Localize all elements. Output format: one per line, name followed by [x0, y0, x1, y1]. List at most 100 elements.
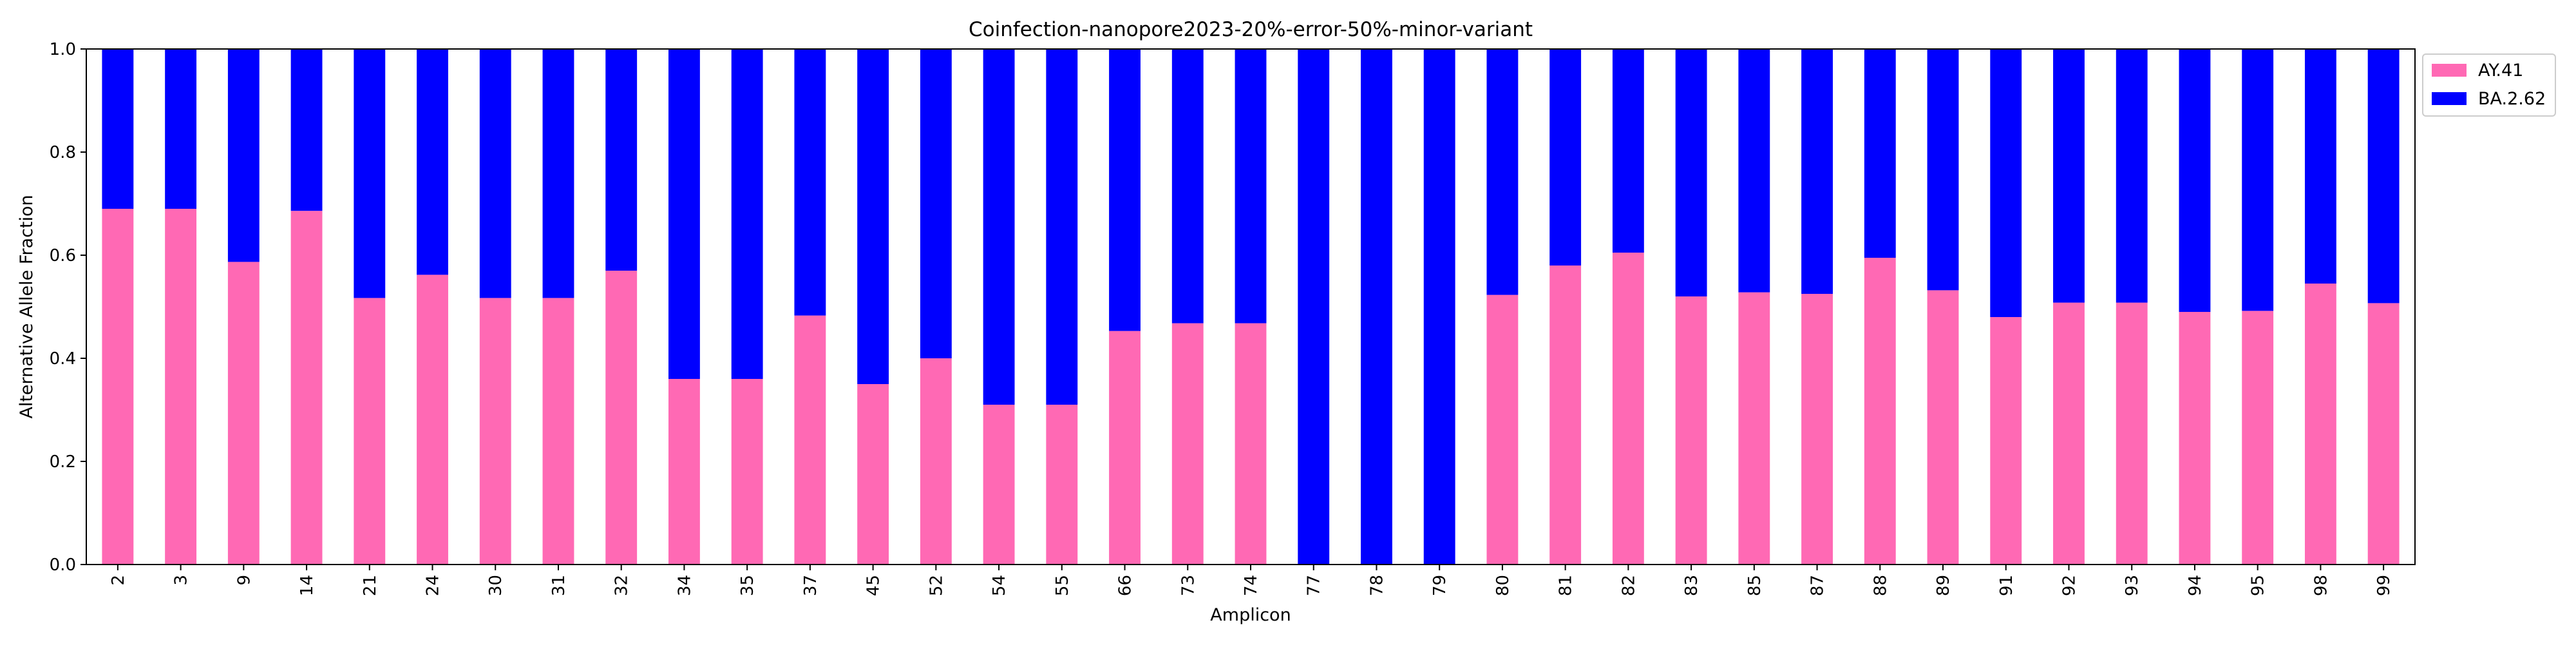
bar-ay41-83	[1675, 296, 1707, 565]
legend-swatch-ba262	[2432, 92, 2467, 105]
x-tick-label: 52	[927, 575, 946, 596]
legend-label-ba262: BA.2.62	[2478, 89, 2546, 109]
bar-ay41-85	[1738, 292, 1770, 565]
bar-ay41-21	[354, 298, 386, 565]
chart-title: Coinfection-nanopore2023-20%-error-50%-m…	[969, 18, 1533, 41]
bar-ba262-92	[2053, 49, 2085, 303]
bar-ay41-2	[102, 209, 134, 565]
bar-ba262-85	[1738, 49, 1770, 293]
y-axis: 0.0 0.2 0.4 0.6 0.8 1.0	[50, 40, 86, 575]
bar-ba262-73	[1171, 49, 1204, 324]
x-tick-label: 78	[1367, 575, 1387, 596]
bar-ay41-94	[2179, 312, 2211, 565]
x-tick-label: 54	[990, 575, 1009, 596]
bars-group	[102, 49, 2400, 565]
bar-ay41-80	[1486, 295, 1519, 565]
bar-ay41-95	[2242, 311, 2274, 565]
x-axis: 2 3 9 14 21 24 30 31 32 34 35 37 45 52 54 55 66 73 74 77 78 7…	[109, 565, 2394, 596]
bar-ba262-80	[1486, 49, 1519, 295]
bar-ay41-52	[920, 358, 952, 565]
bar-ay41-99	[2367, 303, 2400, 565]
x-tick-label: 73	[1179, 575, 1198, 596]
bar-ay41-93	[2116, 302, 2148, 565]
bar-ba262-77	[1298, 49, 1330, 565]
bar-ba262-9	[227, 49, 260, 262]
x-tick-label: 31	[549, 575, 569, 596]
bar-ba262-98	[2304, 49, 2336, 284]
bar-ba262-45	[857, 49, 889, 384]
bar-ay41-24	[417, 275, 448, 565]
x-tick-label: 24	[424, 575, 443, 596]
x-tick-label: 92	[2060, 575, 2079, 596]
y-tick-label: 0.4	[50, 349, 76, 369]
y-tick-label: 0.0	[50, 555, 76, 575]
x-tick-label: 95	[2249, 575, 2268, 596]
bar-ay41-81	[1549, 266, 1582, 565]
bar-ay41-66	[1109, 331, 1141, 565]
bar-ay41-35	[731, 379, 763, 565]
bar-ay41-55	[1046, 405, 1078, 565]
x-tick-label: 80	[1493, 575, 1513, 596]
bar-ay41-31	[542, 298, 574, 565]
y-tick-label: 1.0	[50, 40, 76, 59]
x-tick-label: 94	[2186, 575, 2205, 596]
x-tick-label: 87	[1808, 575, 1828, 596]
bar-ay41-92	[2053, 302, 2085, 565]
legend-swatch-ay41	[2432, 64, 2467, 77]
bar-ba262-52	[920, 49, 952, 358]
x-tick-label: 66	[1116, 575, 1135, 596]
bar-ba262-24	[417, 49, 448, 275]
x-tick-label: 9	[234, 575, 254, 586]
bar-ba262-66	[1109, 49, 1141, 331]
bar-ay41-3	[165, 209, 197, 565]
bar-ba262-99	[2367, 49, 2400, 304]
y-tick-label: 0.8	[50, 143, 76, 162]
bar-ay41-88	[1864, 258, 1896, 565]
x-tick-label: 35	[738, 575, 757, 596]
bar-ay41-37	[794, 315, 826, 565]
bar-ay41-45	[857, 384, 889, 565]
bar-ba262-37	[794, 49, 826, 316]
x-tick-label: 99	[2374, 575, 2394, 596]
bar-ba262-81	[1549, 49, 1582, 266]
x-tick-label: 81	[1557, 575, 1576, 596]
x-tick-label: 55	[1053, 575, 1072, 596]
bar-ay41-89	[1927, 290, 1959, 565]
x-tick-label: 37	[801, 575, 820, 596]
x-tick-label: 93	[2123, 575, 2142, 596]
bar-ay41-87	[1801, 294, 1833, 565]
y-tick-label: 0.6	[50, 246, 76, 266]
x-tick-label: 3	[172, 575, 191, 586]
x-tick-label: 34	[675, 575, 694, 596]
x-tick-label: 85	[1745, 575, 1765, 596]
bar-ba262-87	[1801, 49, 1833, 294]
x-tick-label: 2	[109, 575, 128, 586]
bar-ba262-74	[1235, 49, 1267, 324]
bar-ay41-34	[668, 379, 700, 565]
bar-ba262-34	[668, 49, 700, 379]
x-tick-label: 83	[1682, 575, 1701, 596]
bar-ay41-9	[227, 262, 260, 565]
bar-ba262-94	[2179, 49, 2211, 312]
bar-ba262-21	[354, 49, 386, 298]
bar-ba262-79	[1423, 49, 1455, 565]
bar-ay41-14	[290, 211, 323, 565]
x-tick-label: 74	[1242, 575, 1261, 596]
bar-ay41-82	[1612, 253, 1644, 565]
bar-ba262-95	[2242, 49, 2274, 311]
bar-ay41-30	[479, 298, 511, 565]
x-tick-label: 98	[2311, 575, 2331, 596]
bar-ba262-2	[102, 49, 134, 209]
bar-ba262-14	[290, 49, 323, 211]
bar-ba262-83	[1675, 49, 1707, 296]
bar-ay41-32	[605, 271, 638, 565]
x-tick-label: 45	[864, 575, 884, 596]
x-tick-label: 88	[1871, 575, 1890, 596]
x-tick-label: 77	[1305, 575, 1324, 596]
x-tick-label: 89	[1934, 575, 1953, 596]
bar-ba262-31	[542, 49, 574, 298]
bar-ba262-93	[2116, 49, 2148, 303]
legend-label-ay41: AY.41	[2478, 61, 2523, 81]
bar-ba262-35	[731, 49, 763, 379]
y-tick-label: 0.2	[50, 452, 76, 472]
